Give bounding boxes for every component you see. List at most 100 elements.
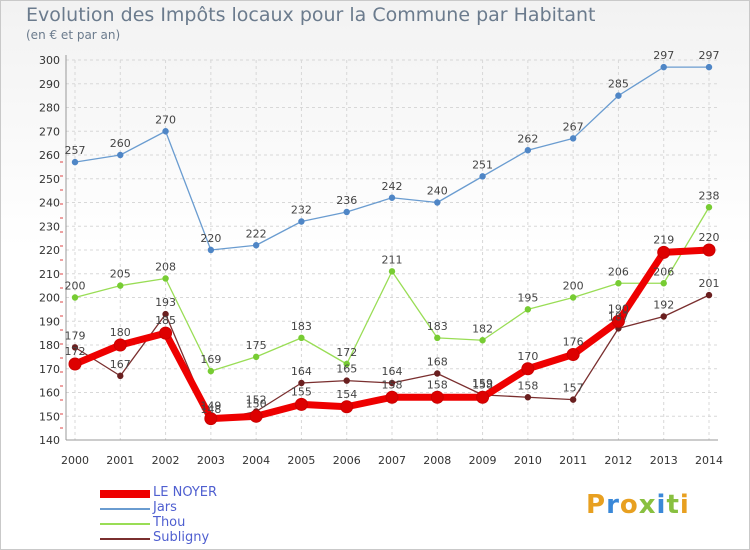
data-label: 180: [110, 326, 131, 339]
data-point: [207, 367, 215, 375]
data-point: [71, 344, 79, 351]
logo-letter: i: [679, 490, 690, 520]
x-tick-label: 2002: [152, 454, 180, 467]
data-point: [476, 390, 490, 404]
data-label: 206: [608, 265, 629, 278]
data-point: [117, 282, 124, 289]
x-tick-label: 2014: [695, 454, 723, 467]
data-point: [162, 310, 169, 318]
data-point: [521, 362, 535, 376]
x-tick-label: 2010: [514, 454, 542, 467]
data-point: [479, 173, 486, 180]
data-point: [252, 242, 260, 249]
data-point: [340, 400, 354, 414]
data-label: 200: [563, 280, 584, 293]
logo-letter: t: [666, 490, 680, 520]
data-point: [298, 334, 305, 342]
data-label: 176: [563, 336, 584, 349]
data-point: [705, 204, 713, 211]
data-point: [159, 326, 173, 340]
data-label: 149: [200, 400, 221, 413]
data-point: [434, 199, 441, 206]
x-tick-label: 2001: [106, 454, 134, 467]
data-point: [162, 128, 169, 135]
y-tick-label: 280: [39, 102, 60, 115]
data-label: 262: [517, 132, 538, 145]
data-label: 190: [608, 302, 629, 315]
data-label: 164: [382, 365, 403, 378]
data-label: 154: [336, 388, 357, 401]
y-tick-label: 250: [39, 173, 60, 186]
data-point: [343, 208, 350, 216]
data-label: 150: [246, 397, 267, 410]
data-label: 159: [472, 377, 493, 390]
y-tick-label: 270: [39, 125, 60, 138]
legend-swatch: [100, 490, 150, 498]
data-point: [71, 158, 79, 166]
data-label: 267: [563, 120, 584, 133]
data-point: [68, 357, 82, 371]
data-label: 192: [653, 299, 674, 312]
legend-swatch: [100, 523, 150, 525]
data-label: 158: [472, 378, 493, 391]
data-label: 175: [246, 339, 267, 352]
data-label: 297: [699, 49, 720, 62]
y-tick-label: 240: [39, 197, 60, 210]
y-tick-label: 260: [39, 149, 60, 162]
data-point: [343, 360, 350, 368]
y-tick-label: 220: [39, 244, 60, 257]
x-tick-label: 2004: [242, 454, 270, 467]
data-label: 201: [699, 277, 720, 290]
data-point: [660, 280, 667, 287]
data-point: [113, 338, 127, 352]
data-label: 185: [155, 314, 176, 327]
data-point: [479, 337, 486, 344]
data-point: [207, 246, 215, 254]
data-label: 158: [382, 378, 403, 391]
data-label: 157: [563, 382, 584, 395]
legend-label: Jars: [153, 500, 177, 515]
data-point: [388, 379, 396, 387]
data-point: [705, 63, 713, 71]
data-point: [566, 348, 580, 361]
data-label: 183: [291, 320, 312, 333]
x-tick-label: 2000: [61, 454, 89, 467]
data-label: 158: [517, 379, 538, 392]
data-point: [71, 294, 79, 301]
data-point: [294, 397, 308, 411]
data-point: [117, 151, 124, 159]
data-label: 270: [155, 113, 176, 126]
data-label: 193: [155, 296, 176, 309]
data-point: [657, 245, 671, 259]
data-label: 169: [200, 353, 221, 366]
data-point: [660, 63, 667, 71]
data-label: 206: [653, 265, 674, 278]
data-label: 238: [699, 189, 720, 202]
data-label: 179: [65, 329, 86, 342]
data-point: [252, 353, 260, 361]
data-label: 242: [382, 180, 403, 193]
data-label: 195: [517, 291, 538, 304]
data-point: [615, 92, 622, 99]
legend-swatch: [100, 538, 150, 540]
y-tick-label: 200: [39, 292, 60, 305]
data-label: 222: [246, 227, 267, 240]
data-label: 211: [382, 253, 403, 266]
data-label: 170: [517, 350, 538, 363]
data-label: 208: [155, 261, 176, 274]
data-point: [430, 390, 444, 404]
data-label: 172: [65, 345, 86, 358]
chart-title: Evolution des Impôts locaux pour la Comm…: [26, 4, 596, 26]
data-point: [434, 370, 441, 377]
x-tick-label: 2012: [604, 454, 632, 467]
data-label: 251: [472, 158, 493, 171]
data-label: 297: [653, 49, 674, 62]
data-label: 260: [110, 137, 131, 150]
data-point: [569, 135, 577, 142]
data-point: [249, 409, 263, 423]
logo-letter: r: [606, 490, 620, 520]
data-label: 165: [336, 363, 357, 376]
data-label: 240: [427, 185, 448, 198]
label-layer: 172 180 185 149 150 155 154 158 158 158 170 176 190 2…: [65, 49, 720, 416]
data-point: [524, 394, 532, 401]
